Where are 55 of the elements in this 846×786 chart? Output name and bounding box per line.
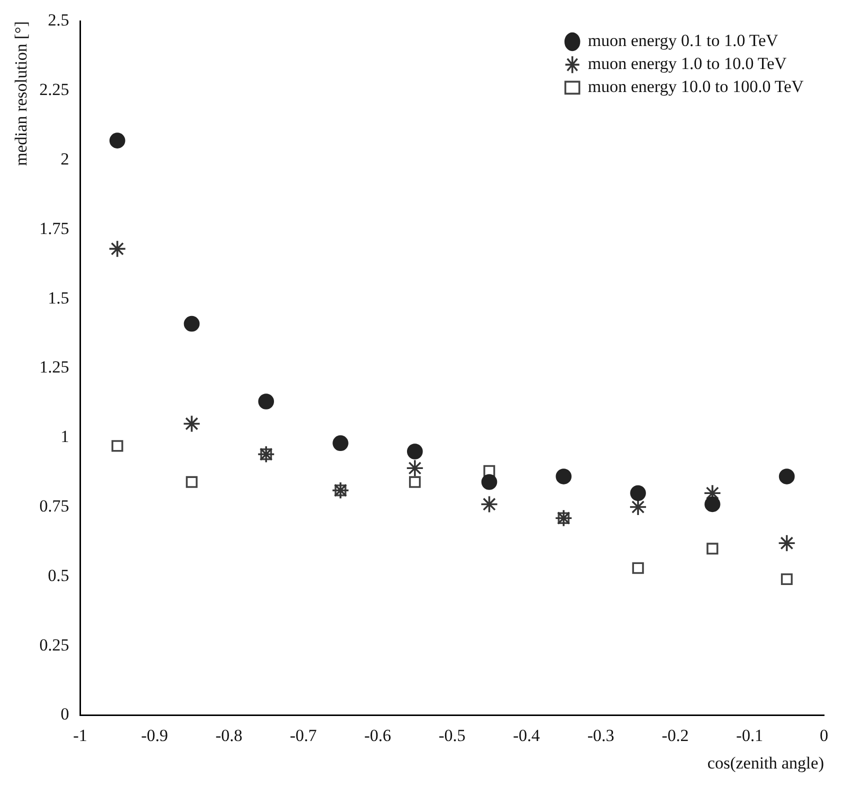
- point: [558, 512, 570, 524]
- x-tick-label: 0: [820, 726, 828, 745]
- x-tick-label: -0.3: [587, 726, 614, 745]
- y-tick-label: 1.25: [39, 358, 70, 377]
- x-tick-label: -0.7: [290, 726, 318, 745]
- legend-label: muon energy 0.1 to 1.0 TeV: [588, 31, 779, 50]
- point: [406, 459, 424, 478]
- point: [483, 465, 496, 477]
- point: [778, 468, 795, 484]
- x-tick-label: -1: [73, 726, 88, 745]
- point: [260, 448, 272, 460]
- point: [334, 484, 346, 496]
- point: [778, 534, 796, 552]
- y-tick-label: 1: [60, 427, 70, 446]
- y-tick-label: 2.25: [39, 80, 70, 100]
- point: [481, 474, 498, 490]
- y-tick-label: 0: [60, 704, 70, 724]
- point: [332, 435, 348, 452]
- x-tick-label: -0.5: [438, 726, 466, 745]
- x-tick-label: -0.6: [364, 726, 392, 745]
- point: [111, 440, 124, 452]
- point: [554, 509, 573, 528]
- x-axis-title: cos(zenith angle): [707, 753, 824, 772]
- point: [108, 240, 126, 258]
- x-tick-label: -0.8: [215, 726, 242, 745]
- y-tick-label: 1.75: [39, 218, 70, 238]
- point: [109, 132, 126, 148]
- legend-label: muon energy 10.0 to 100.0 TeV: [588, 77, 804, 96]
- x-tick-label: -0.2: [662, 726, 689, 745]
- point: [630, 485, 646, 502]
- point: [332, 481, 350, 500]
- y-tick-label: 0.25: [39, 635, 70, 654]
- point: [258, 394, 274, 410]
- point: [186, 476, 198, 488]
- point: [704, 496, 720, 512]
- y-axis-title: median resolution [°]: [12, 21, 31, 166]
- legend-label: muon energy 1.0 to 10.0 TeV: [588, 54, 788, 74]
- y-tick-label: 0.75: [39, 496, 70, 516]
- point: [257, 445, 276, 464]
- point: [184, 316, 200, 332]
- y-tick-label: 1.5: [48, 288, 70, 308]
- point: [406, 444, 423, 460]
- x-tick-label: -0.4: [513, 726, 540, 745]
- point: [632, 562, 644, 574]
- y-tick-label: 2.5: [48, 10, 70, 30]
- x-tick-label: -0.9: [141, 726, 168, 745]
- x-tick-label: -0.1: [736, 726, 764, 745]
- point: [556, 468, 572, 484]
- point: [780, 573, 793, 586]
- point: [182, 414, 201, 433]
- y-tick-label: 0.5: [48, 566, 70, 585]
- point: [409, 476, 421, 488]
- point: [706, 542, 718, 554]
- point: [480, 495, 498, 514]
- y-tick-label: 2: [60, 149, 70, 168]
